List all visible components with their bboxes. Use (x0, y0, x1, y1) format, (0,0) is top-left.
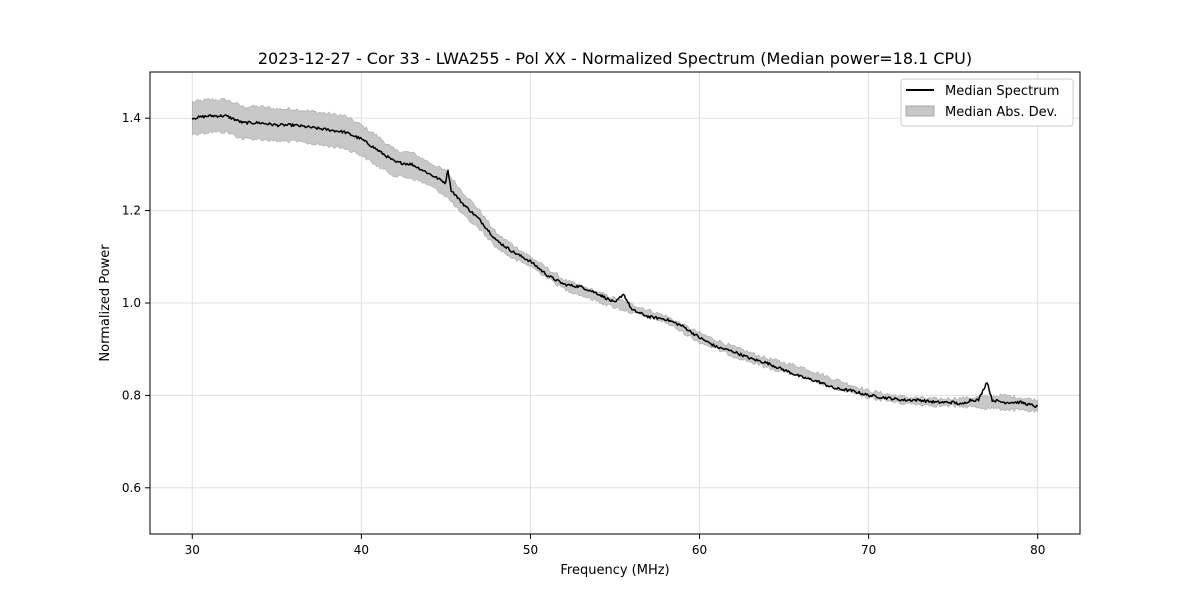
legend-median-abs-dev: Median Abs. Dev. (945, 105, 1057, 120)
mad-band (192, 97, 1038, 414)
x-tick-label: 60 (692, 543, 707, 557)
legend-band-swatch (905, 105, 935, 117)
x-tick-label: 30 (185, 543, 200, 557)
x-tick-label: 50 (523, 543, 538, 557)
y-tick-label: 1.2 (122, 204, 141, 218)
legend-median-spectrum: Median Spectrum (945, 84, 1059, 99)
median-spectrum-line (191, 114, 1039, 409)
x-tick-label: 40 (354, 543, 369, 557)
y-tick-label: 0.8 (122, 388, 141, 402)
x-axis-label: Frequency (MHz) (560, 563, 669, 578)
y-tick-label: 1.4 (122, 111, 141, 125)
x-tick-label: 70 (861, 543, 876, 557)
y-axis-label: Normalized Power (98, 244, 113, 362)
x-axis: 30 40 50 60 70 80 (185, 534, 1045, 557)
x-tick-label: 80 (1030, 543, 1045, 557)
legend-box (900, 78, 1074, 127)
y-tick-label: 0.6 (122, 481, 141, 495)
y-axis: 0.6 0.8 1.0 1.2 1.4 (122, 111, 150, 495)
legend: Median Spectrum Median Abs. Dev. (900, 78, 1074, 127)
chart-title: 2023-12-27 - Cor 33 - LWA255 - Pol XX - … (258, 49, 972, 68)
y-tick-label: 1.0 (122, 296, 141, 310)
